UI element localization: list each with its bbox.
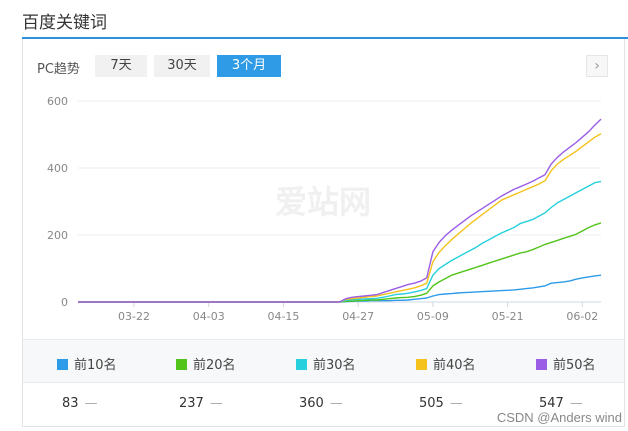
x-tick-label: 04-03: [193, 310, 225, 323]
y-tick-label: 200: [47, 229, 68, 242]
legend-swatch: [176, 359, 187, 370]
value-top30: 360—: [299, 396, 343, 411]
page-title: 百度关键词: [22, 13, 107, 33]
pc-trend-label: PC趋势: [37, 62, 80, 77]
x-tick-label: 06-02: [566, 310, 598, 323]
legend-swatch: [57, 359, 68, 370]
legend-swatch: [416, 359, 427, 370]
tab-30-days[interactable]: 30天: [154, 55, 210, 77]
value-top20: 237—: [179, 396, 223, 411]
y-tick-label: 0: [61, 296, 68, 309]
series-line-5: [78, 118, 602, 303]
legend-swatch: [536, 359, 547, 370]
x-tick-label: 04-27: [342, 310, 374, 323]
legend-swatch: [296, 359, 307, 370]
y-tick-label: 400: [47, 162, 68, 175]
legend-item-top50[interactable]: 前50名: [536, 354, 596, 373]
chevron-right-icon[interactable]: ›: [586, 55, 608, 77]
value-top10: 83—: [62, 396, 98, 411]
x-tick-label: 03-22: [118, 310, 150, 323]
y-tick-label: 600: [47, 95, 68, 108]
tab-3-months[interactable]: 3个月: [217, 55, 281, 77]
range-tabbar: PC趋势 7天 30天 3个月 ›: [23, 55, 624, 79]
value-top40: 505—: [419, 396, 463, 411]
x-tick-label: 05-09: [417, 310, 449, 323]
legend: 前10名 前20名 前30名 前40名 前50名: [23, 339, 624, 383]
series-line-1: [78, 274, 602, 303]
legend-item-top30[interactable]: 前30名: [296, 354, 356, 373]
trend-line-chart: 爱站网 0 200 400 600 03-22 04-03 04-15 04-27 05-09 05…: [47, 95, 602, 323]
tab-7-days[interactable]: 7天: [95, 55, 147, 77]
keyword-trend-panel: PC趋势 7天 30天 3个月 › 爱站网 0 200 400 600 03-22 04-0…: [22, 39, 625, 427]
value-top50: 547—: [539, 396, 583, 411]
legend-item-top10[interactable]: 前10名: [57, 354, 117, 373]
csdn-credit: CSDN @Anders wind: [496, 410, 622, 425]
legend-item-top40[interactable]: 前40名: [416, 354, 476, 373]
title-divider: [22, 37, 628, 39]
chart-watermark: 爱站网: [275, 183, 371, 221]
x-tick-label: 05-21: [492, 310, 524, 323]
legend-item-top20[interactable]: 前20名: [176, 354, 236, 373]
x-tick-label: 04-15: [267, 310, 299, 323]
